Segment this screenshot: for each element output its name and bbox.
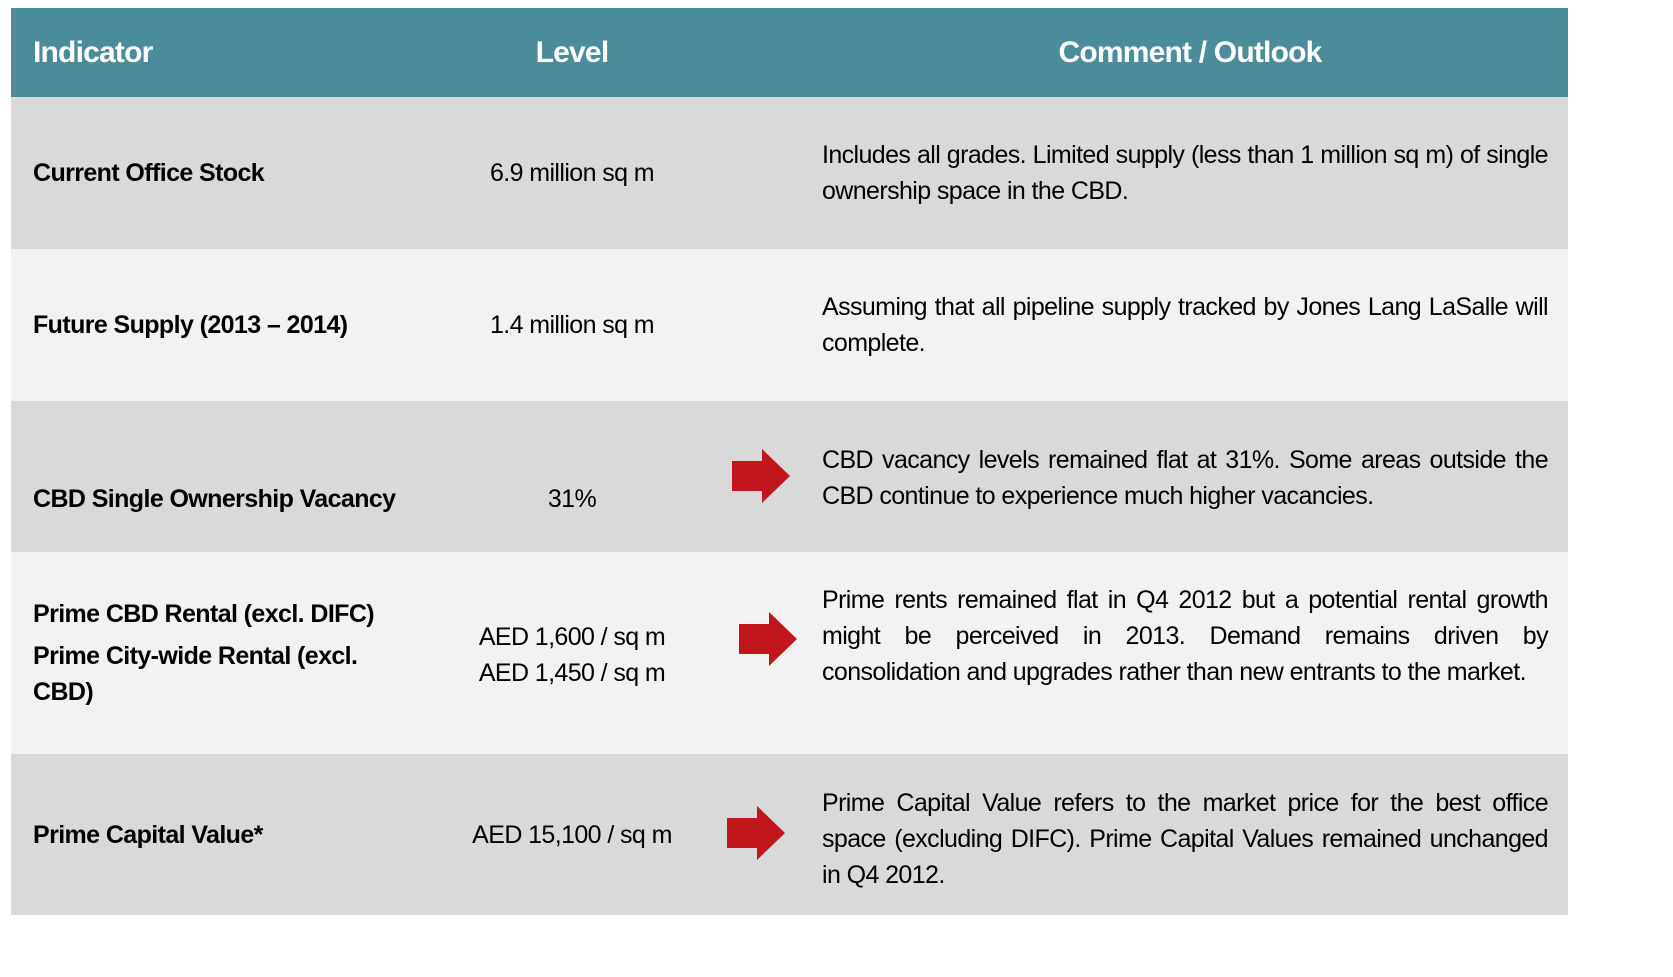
indicator-text: Prime CBD Rental (excl. DIFC) — [33, 600, 375, 628]
indicator-text: CBD Single Ownership Vacancy — [33, 485, 396, 513]
comment: Prime Capital Value refers to the market… — [822, 789, 1549, 889]
arrow-icon — [739, 612, 797, 666]
level-text: 6.9 million sq m — [489, 159, 655, 187]
arrow-icon — [732, 449, 790, 503]
level: AED 15,100 / sq m — [422, 817, 722, 853]
table-row: Prime CBD Rental (excl. DIFC) Prime City… — [11, 552, 1568, 754]
level: AED 1,600 / sq m AED 1,450 / sq m — [422, 619, 722, 691]
level-text: AED 1,600 / sq m — [478, 623, 666, 651]
table-row: Current Office Stock 6.9 million sq m In… — [11, 97, 1568, 249]
indicator: Current Office Stock — [33, 155, 453, 191]
level: 1.4 million sq m — [422, 307, 722, 343]
indicator: Future Supply (2013 – 2014) — [33, 307, 453, 343]
table-row: Prime Capital Value* AED 15,100 / sq m P… — [11, 754, 1568, 915]
comment: Includes all grades. Limited supply (les… — [822, 141, 1549, 205]
level-text: AED 15,100 / sq m — [472, 820, 672, 849]
level-text: 1.4 million sq m — [489, 311, 655, 339]
level-text: AED 1,450 / sq m — [478, 659, 666, 687]
comment: Assuming that all pipeline supply tracke… — [822, 293, 1549, 357]
indicator: Prime Capital Value* — [33, 817, 453, 853]
indicator-text: Future Supply (2013 – 2014) — [33, 311, 348, 339]
header-row: Indicator Level Comment / Outlook — [11, 8, 1568, 97]
indicator-text: Prime Capital Value* — [33, 820, 263, 849]
header-cell: Level — [535, 35, 610, 69]
indicator: Prime CBD Rental (excl. DIFC) Prime City… — [33, 596, 453, 710]
level: 6.9 million sq m — [422, 155, 722, 191]
table-row: Future Supply (2013 – 2014) 1.4 million … — [11, 249, 1568, 401]
level-text: 31% — [547, 485, 597, 513]
comment: CBD vacancy levels remained flat at 31%.… — [822, 446, 1549, 510]
table-row: CBD Single Ownership Vacancy 31% CBD vac… — [11, 401, 1568, 552]
header-cell: Indicator — [33, 35, 153, 69]
indicator-text: Prime City-wide Rental (excl. CBD) — [33, 642, 358, 706]
indicator-text: Current Office Stock — [33, 159, 265, 187]
comment: Prime rents remained flat in Q4 2012 but… — [822, 586, 1549, 686]
table: Indicator Level Comment / Outlook Curren… — [11, 8, 1568, 915]
arrow-icon — [727, 806, 785, 860]
level: 31% — [422, 481, 722, 517]
header-cell: Comment / Outlook — [1058, 35, 1322, 69]
indicator: CBD Single Ownership Vacancy — [33, 481, 453, 517]
